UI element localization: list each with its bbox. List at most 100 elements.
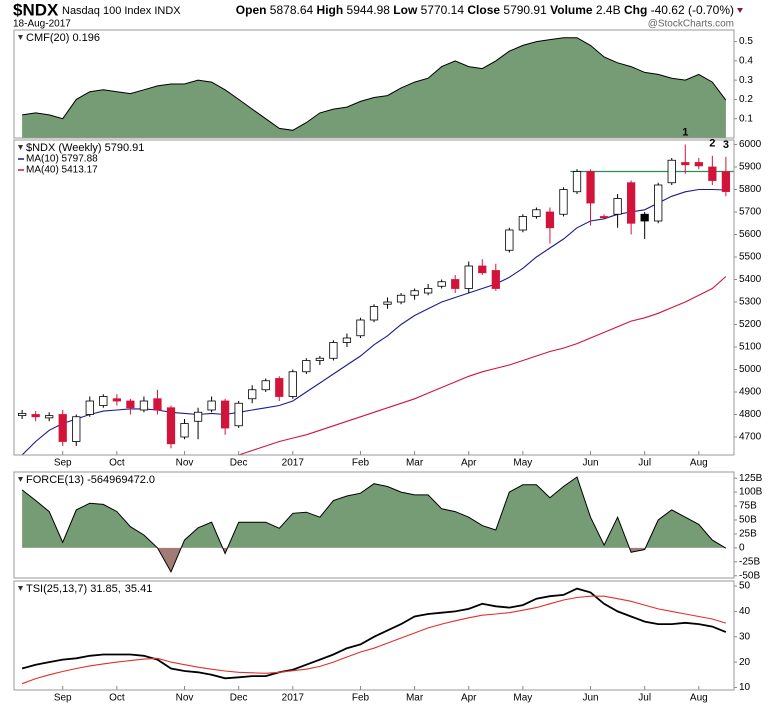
candle-body bbox=[627, 182, 636, 224]
panel: 4700 4800 4900 5000 5100 5200 5300 5400 5500 5600… bbox=[13, 139, 762, 469]
y-tick-label: 6000 bbox=[739, 139, 762, 150]
y-tick-label: 20 bbox=[739, 657, 751, 668]
candle-body bbox=[356, 319, 365, 337]
x-tick-label: Dec bbox=[230, 693, 248, 704]
x-tick-label: May bbox=[513, 458, 532, 469]
candle-body bbox=[667, 159, 676, 184]
label: Volume bbox=[550, 3, 593, 17]
y-tick-label: 5900 bbox=[739, 162, 762, 173]
candle-body bbox=[207, 400, 216, 411]
name: Nasdaq 100 Index bbox=[62, 5, 152, 17]
label: Low bbox=[393, 3, 418, 17]
x-tick-label: Jun bbox=[582, 458, 598, 469]
candle-body bbox=[112, 398, 121, 402]
candle-body bbox=[572, 171, 582, 193]
panel-icon bbox=[18, 477, 23, 482]
candle-body bbox=[681, 162, 690, 166]
candle-body bbox=[248, 389, 257, 400]
legend-label: TSI(25,13,7) 31.85, bbox=[26, 583, 121, 595]
candle-body bbox=[437, 281, 446, 287]
label: Open bbox=[236, 3, 267, 17]
panel: 125B 100B 75B 50B 25B 0 -25B -50B FORCE(13) -564… bbox=[13, 471, 763, 581]
value: 5878.64 bbox=[270, 3, 314, 17]
candle-body bbox=[275, 378, 284, 397]
watermark: @StockCharts.com bbox=[648, 19, 734, 30]
x-tick-label: Feb bbox=[352, 458, 370, 469]
symbol: $NDX bbox=[13, 0, 59, 19]
legend-label: MA(40) 5413.17 bbox=[26, 165, 98, 176]
candle-body bbox=[288, 371, 297, 397]
candle-body bbox=[329, 342, 338, 359]
candle-body bbox=[424, 288, 433, 294]
tsi-line bbox=[21, 595, 727, 685]
y-tick-label: 5200 bbox=[739, 319, 762, 330]
panel-frame bbox=[13, 471, 735, 579]
candle-body bbox=[72, 416, 81, 442]
y-tick-label: 5700 bbox=[739, 207, 762, 218]
x-tick-label: May bbox=[513, 693, 532, 704]
candle-body bbox=[234, 402, 243, 427]
x-tick-label: Jul bbox=[638, 693, 651, 704]
y-tick-label: 0.4 bbox=[739, 55, 753, 66]
panel-icon bbox=[18, 145, 23, 150]
down-arrow bbox=[737, 8, 743, 13]
candle-body bbox=[139, 400, 149, 411]
label: Chg bbox=[624, 3, 647, 17]
candle-body bbox=[369, 306, 379, 321]
area-line bbox=[21, 476, 727, 574]
panel-title: CMF(20) 0.196 bbox=[26, 32, 100, 44]
y-tick-label: 100B bbox=[739, 487, 763, 498]
candle-body bbox=[31, 414, 40, 418]
x-tick-label: Sep bbox=[54, 693, 72, 704]
candle-body bbox=[221, 400, 230, 429]
panel-icon bbox=[18, 586, 23, 591]
value: 5770.14 bbox=[421, 3, 465, 17]
y-tick-label: -50B bbox=[739, 570, 760, 581]
panel-frame bbox=[13, 29, 735, 139]
x-tick-label: Dec bbox=[230, 458, 248, 469]
value: 2.4B bbox=[596, 3, 621, 17]
panel: 10 20 30 40 50 Sep Oct Nov Dec 2017 Feb Mar Apr May Ju… bbox=[13, 580, 751, 704]
candle-body bbox=[559, 189, 568, 215]
area bbox=[22, 477, 726, 548]
y-tick-label: 5300 bbox=[739, 297, 762, 308]
x-tick-label: Apr bbox=[461, 458, 477, 469]
x-tick-label: 2017 bbox=[282, 458, 305, 469]
candle-body bbox=[17, 412, 27, 417]
x-tick-label: 2017 bbox=[282, 693, 305, 704]
area-line bbox=[22, 37, 727, 131]
candle-body bbox=[478, 265, 487, 274]
candle-body bbox=[396, 294, 406, 303]
ma-line bbox=[238, 276, 727, 455]
y-tick-label: 0 bbox=[739, 543, 745, 554]
candle-body bbox=[721, 171, 731, 192]
area bbox=[22, 37, 726, 138]
x-tick-label: Jul bbox=[638, 458, 651, 469]
x-tick-label: Jun bbox=[582, 693, 598, 704]
label: Close bbox=[467, 3, 500, 17]
candle-body bbox=[640, 213, 649, 222]
y-tick-label: 0.5 bbox=[739, 36, 753, 47]
date: 18-Aug-2017 bbox=[13, 19, 71, 30]
y-tick-label: 40 bbox=[739, 606, 751, 617]
x-tick-label: Aug bbox=[690, 458, 708, 469]
x-tick-label: Mar bbox=[406, 458, 424, 469]
y-tick-label: 0.1 bbox=[739, 113, 753, 124]
y-tick-label: -25B bbox=[739, 556, 760, 567]
x-tick-label: Mar bbox=[406, 693, 424, 704]
annotation: 2 bbox=[709, 138, 715, 150]
candle-body bbox=[613, 198, 622, 215]
x-tick-label: Sep bbox=[54, 458, 72, 469]
candle-body bbox=[302, 360, 311, 373]
y-tick-label: 0.2 bbox=[739, 94, 753, 105]
tsi-line bbox=[21, 587, 727, 680]
annotation: 1 bbox=[682, 126, 688, 138]
y-tick-label: 5000 bbox=[739, 364, 762, 375]
y-tick-label: 4700 bbox=[739, 432, 762, 443]
candle-body bbox=[599, 216, 609, 219]
panel-title: $NDX (Weekly) 5790.91 bbox=[26, 142, 144, 154]
y-tick-label: 30 bbox=[739, 631, 751, 642]
y-tick-label: 5400 bbox=[739, 274, 762, 285]
candle-body bbox=[518, 216, 527, 231]
candle-body bbox=[180, 423, 189, 438]
